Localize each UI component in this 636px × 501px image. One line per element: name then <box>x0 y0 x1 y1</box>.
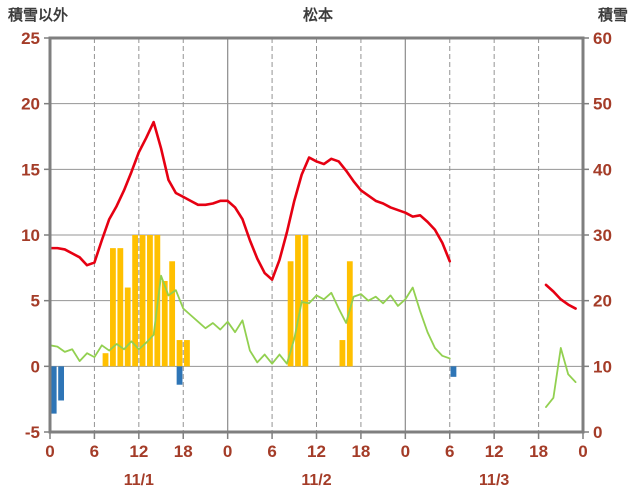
x-axis-tick-label: 18 <box>351 442 370 461</box>
x-axis-tick-label: 6 <box>90 442 99 461</box>
left-axis-tick-label: 15 <box>21 160 40 179</box>
x-axis-tick-label: 6 <box>445 442 454 461</box>
right-axis-tick-label: 50 <box>593 95 612 114</box>
right-axis-tick-label: 40 <box>593 160 612 179</box>
x-axis-tick-label: 0 <box>578 442 587 461</box>
left-axis-tick-label: -5 <box>25 423 40 442</box>
plot-border <box>48 36 585 434</box>
x-axis-tick-label: 0 <box>401 442 410 461</box>
left-axis-tick-label: 0 <box>31 357 40 376</box>
x-axis-tick-label: 6 <box>267 442 276 461</box>
x-axis-date-label: 11/3 <box>479 472 509 489</box>
right-axis-tick-label: 30 <box>593 226 612 245</box>
x-axis-date-label: 11/1 <box>124 472 154 489</box>
x-axis-tick-label: 12 <box>307 442 326 461</box>
left-axis-tick-label: 25 <box>21 29 40 48</box>
x-axis-date-label: 11/2 <box>301 472 331 489</box>
gridlines <box>50 38 583 432</box>
left-axis-tick-label: 10 <box>21 226 40 245</box>
right-axis-tick-label: 10 <box>593 357 612 376</box>
right-axis-tick-label: 60 <box>593 29 612 48</box>
green-line-series <box>49 274 577 408</box>
x-axis-tick-label: 0 <box>223 442 232 461</box>
x-axis-tick-label: 12 <box>485 442 504 461</box>
red-line-series <box>48 120 577 310</box>
blue-bars-series <box>50 366 457 414</box>
x-axis-tick-label: 18 <box>529 442 548 461</box>
right-axis-tick-label: 0 <box>593 423 602 442</box>
left-axis-tick-label: 5 <box>31 292 40 311</box>
station-name: 松本 <box>302 7 333 24</box>
x-axis-tick-label: 0 <box>45 442 54 461</box>
x-axis-tick-label: 12 <box>129 442 148 461</box>
right-axis-title: 積雪 <box>597 7 628 24</box>
right-axis-tick-label: 20 <box>593 292 612 311</box>
left-axis-title: 積雪以外 <box>8 7 69 24</box>
x-axis-tick-label: 18 <box>174 442 193 461</box>
left-axis-tick-label: 20 <box>21 95 40 114</box>
